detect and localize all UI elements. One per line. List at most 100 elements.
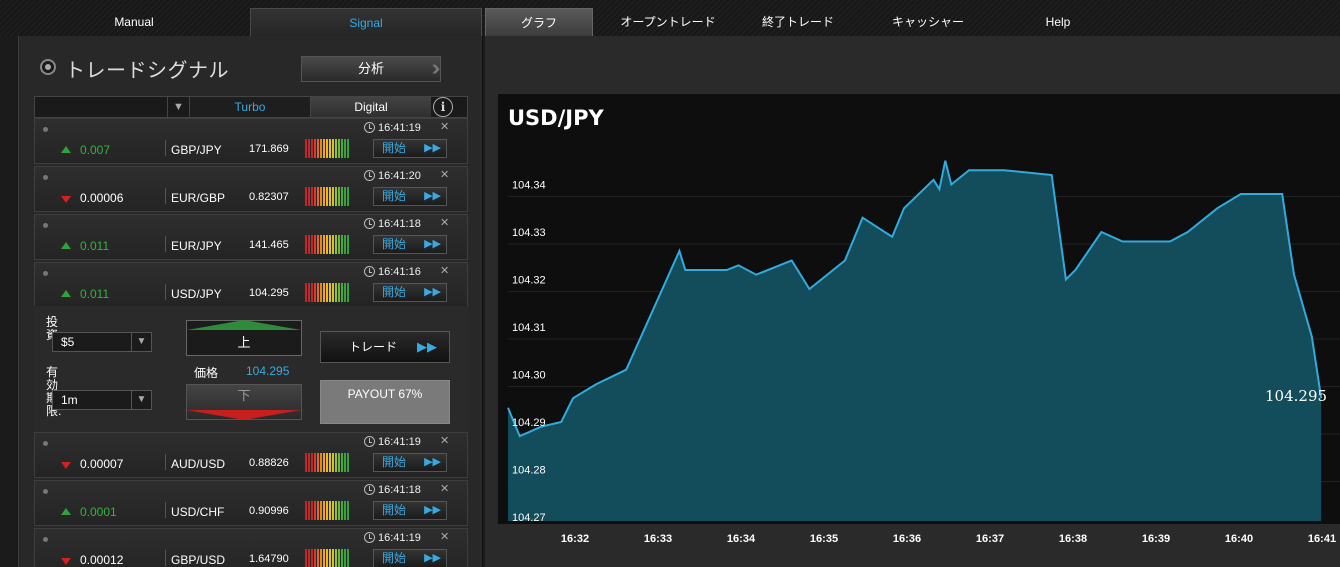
- filter-turbo[interactable]: Turbo: [190, 97, 311, 117]
- meter-bar: [317, 283, 319, 302]
- meter-bar: [329, 235, 331, 254]
- meter-bar: [347, 549, 349, 567]
- y-tick-label: 104.30: [512, 370, 546, 382]
- start-button[interactable]: 開始 ▶▶: [373, 283, 447, 302]
- signal-change: 0.011: [80, 287, 110, 301]
- meter-bar: [320, 283, 322, 302]
- meter-bar: [323, 139, 325, 158]
- clock-icon: [364, 122, 375, 133]
- meter-bar: [326, 139, 328, 158]
- close-icon[interactable]: ✕: [440, 435, 450, 447]
- x-tick-label: 16:34: [727, 533, 756, 545]
- meter-bar: [335, 139, 337, 158]
- meter-bar: [308, 139, 310, 158]
- asset-price: 141.465: [249, 239, 289, 251]
- close-icon[interactable]: ✕: [440, 217, 450, 229]
- meter-bar: [323, 453, 325, 472]
- meter-bar: [344, 187, 346, 206]
- y-tick-label: 104.33: [512, 227, 546, 239]
- x-tick-label: 16:38: [1059, 533, 1087, 545]
- y-tick-label: 104.29: [512, 417, 546, 429]
- trade-button-label: トレード: [349, 340, 398, 354]
- signal-change: 0.00007: [80, 457, 124, 471]
- meter-bar: [305, 283, 307, 302]
- chevron-down-icon[interactable]: ▼: [167, 97, 189, 117]
- close-icon[interactable]: ✕: [440, 531, 450, 543]
- meter-bar: [347, 139, 349, 158]
- close-icon[interactable]: ✕: [440, 483, 450, 495]
- meter-bar: [347, 283, 349, 302]
- y-tick-label: 104.32: [512, 275, 546, 287]
- meter-bar: [305, 549, 307, 567]
- expiry-select[interactable]: 1m ▼: [52, 390, 152, 410]
- up-button[interactable]: 上: [186, 320, 302, 356]
- tab-cashier[interactable]: キャッシャー: [891, 15, 964, 29]
- close-icon[interactable]: ✕: [440, 265, 450, 277]
- meter-bar: [341, 283, 343, 302]
- fast-forward-icon: ▶▶: [424, 456, 441, 468]
- start-button[interactable]: 開始 ▶▶: [373, 235, 447, 254]
- signal-change: 0.011: [80, 239, 110, 253]
- meter-bar: [341, 453, 343, 472]
- asset-price: 1.64790: [249, 553, 289, 565]
- meter-bar: [314, 453, 316, 472]
- invest-value: $5: [61, 335, 75, 349]
- filter-digital[interactable]: Digital: [311, 97, 431, 117]
- meter-bar: [338, 283, 340, 302]
- start-button[interactable]: 開始 ▶▶: [373, 453, 447, 472]
- start-button[interactable]: 開始 ▶▶: [373, 549, 447, 567]
- meter-bar: [326, 187, 328, 206]
- tab-signal[interactable]: Signal: [250, 8, 482, 36]
- meter-bar: [323, 187, 325, 206]
- status-dot: [43, 271, 48, 276]
- chart-title: USD/JPY: [508, 106, 604, 130]
- meter-bar: [305, 139, 307, 158]
- tab-graph[interactable]: グラフ: [485, 8, 593, 36]
- invest-select[interactable]: $5 ▼: [52, 332, 152, 352]
- arrow-up-icon: [61, 242, 71, 249]
- close-icon[interactable]: ✕: [440, 121, 450, 133]
- divider: [165, 140, 166, 156]
- fast-forward-icon: ▶▶: [424, 190, 441, 202]
- signal-radio-icon[interactable]: [40, 59, 56, 75]
- start-button[interactable]: 開始 ▶▶: [373, 501, 447, 520]
- meter-bar: [335, 549, 337, 567]
- tab-closed-trades[interactable]: 終了トレード: [761, 15, 834, 29]
- analyze-button[interactable]: 分析: [301, 56, 441, 82]
- tab-manual[interactable]: Manual: [114, 15, 154, 29]
- meter-bar: [320, 235, 322, 254]
- meter-bar: [317, 235, 319, 254]
- y-tick-label: 104.31: [512, 322, 546, 334]
- signal-row: 16:41:19 ✕ 0.007 GBP/JPY 171.869 開始 ▶▶: [34, 118, 468, 164]
- x-tick-label: 16:33: [644, 533, 672, 545]
- meter-bar: [344, 235, 346, 254]
- arrow-down-icon: [61, 558, 71, 565]
- start-button-label: 開始: [382, 189, 407, 203]
- info-icon[interactable]: i: [433, 97, 453, 117]
- meter-bar: [344, 453, 346, 472]
- status-dot: [43, 489, 48, 494]
- tab-help[interactable]: Help: [1045, 15, 1071, 29]
- asset-pair: AUD/USD: [171, 457, 226, 471]
- start-button-label: 開始: [382, 141, 407, 155]
- fast-forward-icon: ▶▶: [424, 504, 441, 516]
- down-button[interactable]: 下: [186, 384, 302, 420]
- divider: [165, 550, 166, 566]
- start-button[interactable]: 開始 ▶▶: [373, 187, 447, 206]
- asset-filter-select[interactable]: [35, 97, 190, 117]
- x-tick-label: 16:40: [1225, 533, 1253, 545]
- x-tick-label: 16:32: [561, 533, 589, 545]
- meter-bar: [329, 283, 331, 302]
- trade-button[interactable]: トレード ▶▶: [320, 331, 450, 363]
- clock-icon: [364, 484, 375, 495]
- asset-price: 171.869: [249, 143, 289, 155]
- y-tick-label: 104.27: [512, 512, 546, 524]
- tab-open-trades[interactable]: オープントレード: [620, 15, 716, 29]
- start-button[interactable]: 開始 ▶▶: [373, 139, 447, 158]
- close-icon[interactable]: ✕: [440, 169, 450, 181]
- asset-pair: GBP/USD: [171, 553, 226, 567]
- signal-change: 0.007: [80, 143, 111, 157]
- x-tick-label: 16:37: [976, 533, 1004, 545]
- meter-bar: [341, 501, 343, 520]
